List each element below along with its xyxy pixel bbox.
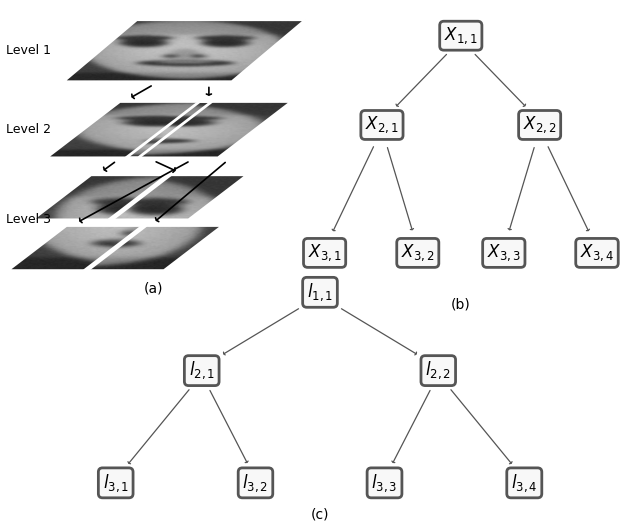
Text: $X_{1,1}$: $X_{1,1}$ <box>444 26 477 46</box>
Text: (b): (b) <box>451 298 470 312</box>
Text: $X_{2,1}$: $X_{2,1}$ <box>365 115 399 135</box>
Text: (c): (c) <box>311 508 329 522</box>
Text: $l_{1,1}$: $l_{1,1}$ <box>307 281 333 303</box>
Text: $l_{3,3}$: $l_{3,3}$ <box>371 472 397 494</box>
Text: $X_{3,4}$: $X_{3,4}$ <box>580 243 614 263</box>
Text: $l_{3,1}$: $l_{3,1}$ <box>102 472 129 494</box>
Text: $X_{3,1}$: $X_{3,1}$ <box>308 243 342 263</box>
Text: (a): (a) <box>144 282 163 296</box>
Text: $l_{2,1}$: $l_{2,1}$ <box>189 360 215 382</box>
Text: Level 2: Level 2 <box>6 123 51 136</box>
Text: $X_{3,3}$: $X_{3,3}$ <box>487 243 521 263</box>
Text: $l_{3,4}$: $l_{3,4}$ <box>511 472 538 494</box>
Text: Level 1: Level 1 <box>6 44 51 57</box>
Text: $l_{2,2}$: $l_{2,2}$ <box>425 360 451 382</box>
Text: $l_{3,2}$: $l_{3,2}$ <box>243 472 269 494</box>
Text: Level 3: Level 3 <box>6 213 51 227</box>
Text: $X_{2,2}$: $X_{2,2}$ <box>523 115 557 135</box>
Text: $X_{3,2}$: $X_{3,2}$ <box>401 243 435 263</box>
